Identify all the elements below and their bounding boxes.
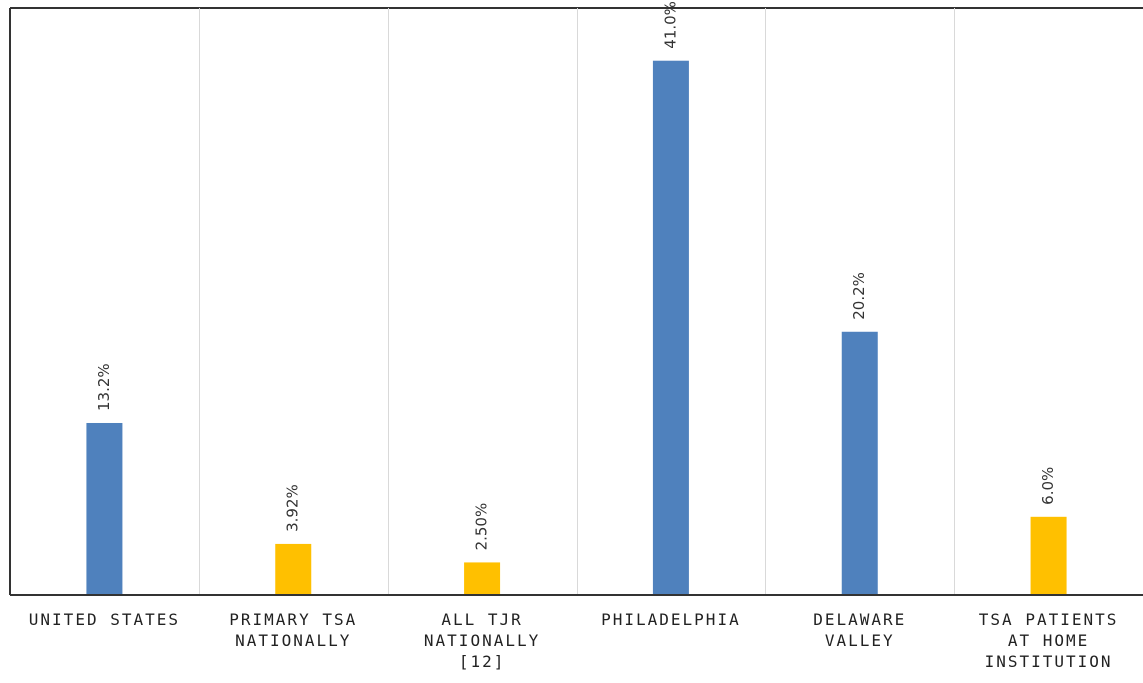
bar <box>275 543 312 595</box>
data-label: 2.50% <box>473 503 491 551</box>
data-label: 6.0% <box>1039 467 1057 505</box>
x-tick-label: TSA PATIENTS AT HOME INSTITUTION <box>978 610 1119 671</box>
bar <box>1030 516 1067 595</box>
bar <box>652 60 689 596</box>
data-label: 3.92% <box>284 484 302 532</box>
bar <box>464 562 501 595</box>
x-tick-label: UNITED STATES <box>28 610 181 629</box>
data-label: 41.0% <box>661 1 679 49</box>
data-label: 13.2% <box>95 363 113 411</box>
x-tick-label: PHILADELPHIA <box>601 610 741 629</box>
x-tick-label: DELAWARE VALLEY <box>813 610 907 650</box>
x-tick-label: ALL TJR NATIONALLY [12] <box>423 610 541 671</box>
bar <box>841 331 878 595</box>
data-label: 20.2% <box>850 272 868 320</box>
x-tick-label: PRIMARY TSA NATIONALLY <box>229 610 358 650</box>
bar <box>86 422 123 595</box>
